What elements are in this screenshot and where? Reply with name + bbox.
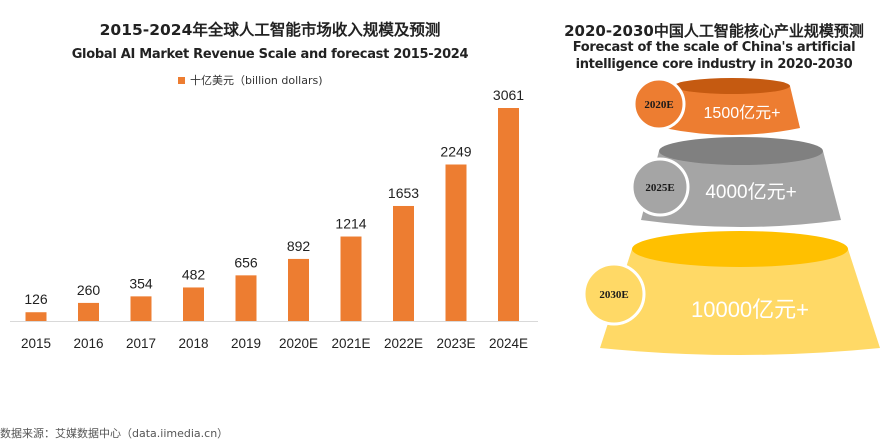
bar-2022E (393, 205, 414, 321)
year-badge-label: 2030E (599, 289, 628, 301)
bar-chart: 126 2015 260 2016 354 2017 482 2018 656 2019 892 20… (10, 87, 538, 351)
data-label: 354 (129, 275, 153, 291)
data-source: 数据来源：艾媒数据中心（data.iimedia.cn） (0, 427, 229, 440)
data-label: 1214 (335, 216, 366, 232)
stage-value-label: 1500亿元+ (704, 104, 781, 122)
data-label: 3061 (493, 87, 524, 103)
data-label: 260 (77, 282, 101, 298)
year-badge (632, 77, 686, 131)
data-label: 1653 (388, 185, 419, 201)
data-label: 656 (234, 254, 258, 270)
x-tick-label: 2024E (489, 336, 528, 351)
bar-2023E (445, 164, 467, 321)
left-chart-subtitle: Global AI Market Revenue Scale and forec… (71, 47, 469, 62)
x-tick-label: 2021E (331, 336, 370, 351)
bar-2019 (235, 275, 257, 321)
bar-2021E (340, 236, 362, 321)
year-badge (582, 262, 646, 326)
data-label: 892 (287, 238, 311, 254)
x-tick-label: 2017 (126, 336, 156, 351)
stage-2030E: 10000亿元+ 2030E (582, 231, 880, 355)
cone-body (664, 86, 800, 135)
bar-2016 (78, 302, 99, 321)
x-tick-label: 2015 (21, 336, 51, 351)
bar-2015 (25, 312, 47, 321)
cone-top (674, 78, 790, 94)
bar-2024E (498, 108, 519, 321)
x-tick-label: 2023E (436, 336, 475, 351)
cone-body (641, 151, 841, 227)
x-tick-label: 2020E (279, 336, 318, 351)
stage-2020E: 1500亿元+ 2020E (632, 77, 800, 135)
cone-body (600, 249, 880, 355)
year-badge (630, 157, 690, 217)
data-label: 126 (24, 291, 48, 307)
stage-2025E: 4000亿元+ 2025E (630, 137, 841, 227)
x-tick-label: 2022E (384, 336, 423, 351)
left-chart-title: 2015-2024年全球人工智能市场收入规模及预测 (99, 21, 441, 39)
stage-value-label: 4000亿元+ (705, 181, 796, 203)
stage-value-label: 10000亿元+ (691, 297, 809, 322)
right-chart-subtitle-line1: Forecast of the scale of China's artific… (572, 40, 856, 55)
chart-legend: 十亿美元（billion dollars) (178, 72, 323, 88)
year-badge-label: 2025E (645, 182, 674, 194)
legend-label: 十亿美元（billion dollars) (190, 74, 323, 87)
x-tick-label: 2018 (178, 336, 208, 351)
year-badge-label: 2020E (644, 99, 673, 111)
data-label: 2249 (440, 144, 471, 160)
data-label: 482 (182, 266, 206, 282)
right-chart-subtitle-line2: intelligence core industry in 2020-2030 (575, 57, 853, 72)
x-tick-label: 2019 (231, 336, 261, 351)
legend-swatch (178, 76, 185, 84)
right-chart-title: 2020-2030中国人工智能核心产业规模预测 (564, 22, 864, 40)
industry-scale-funnel: 1500亿元+ 2020E 4000亿元+ 2025E 10000亿元+ 2030E (582, 77, 880, 355)
cone-top (659, 137, 823, 165)
x-tick-label: 2016 (73, 336, 103, 351)
cone-top (632, 231, 848, 267)
bar-2020E (288, 258, 309, 321)
bar-2017 (130, 296, 152, 321)
bar-2018 (183, 287, 204, 321)
